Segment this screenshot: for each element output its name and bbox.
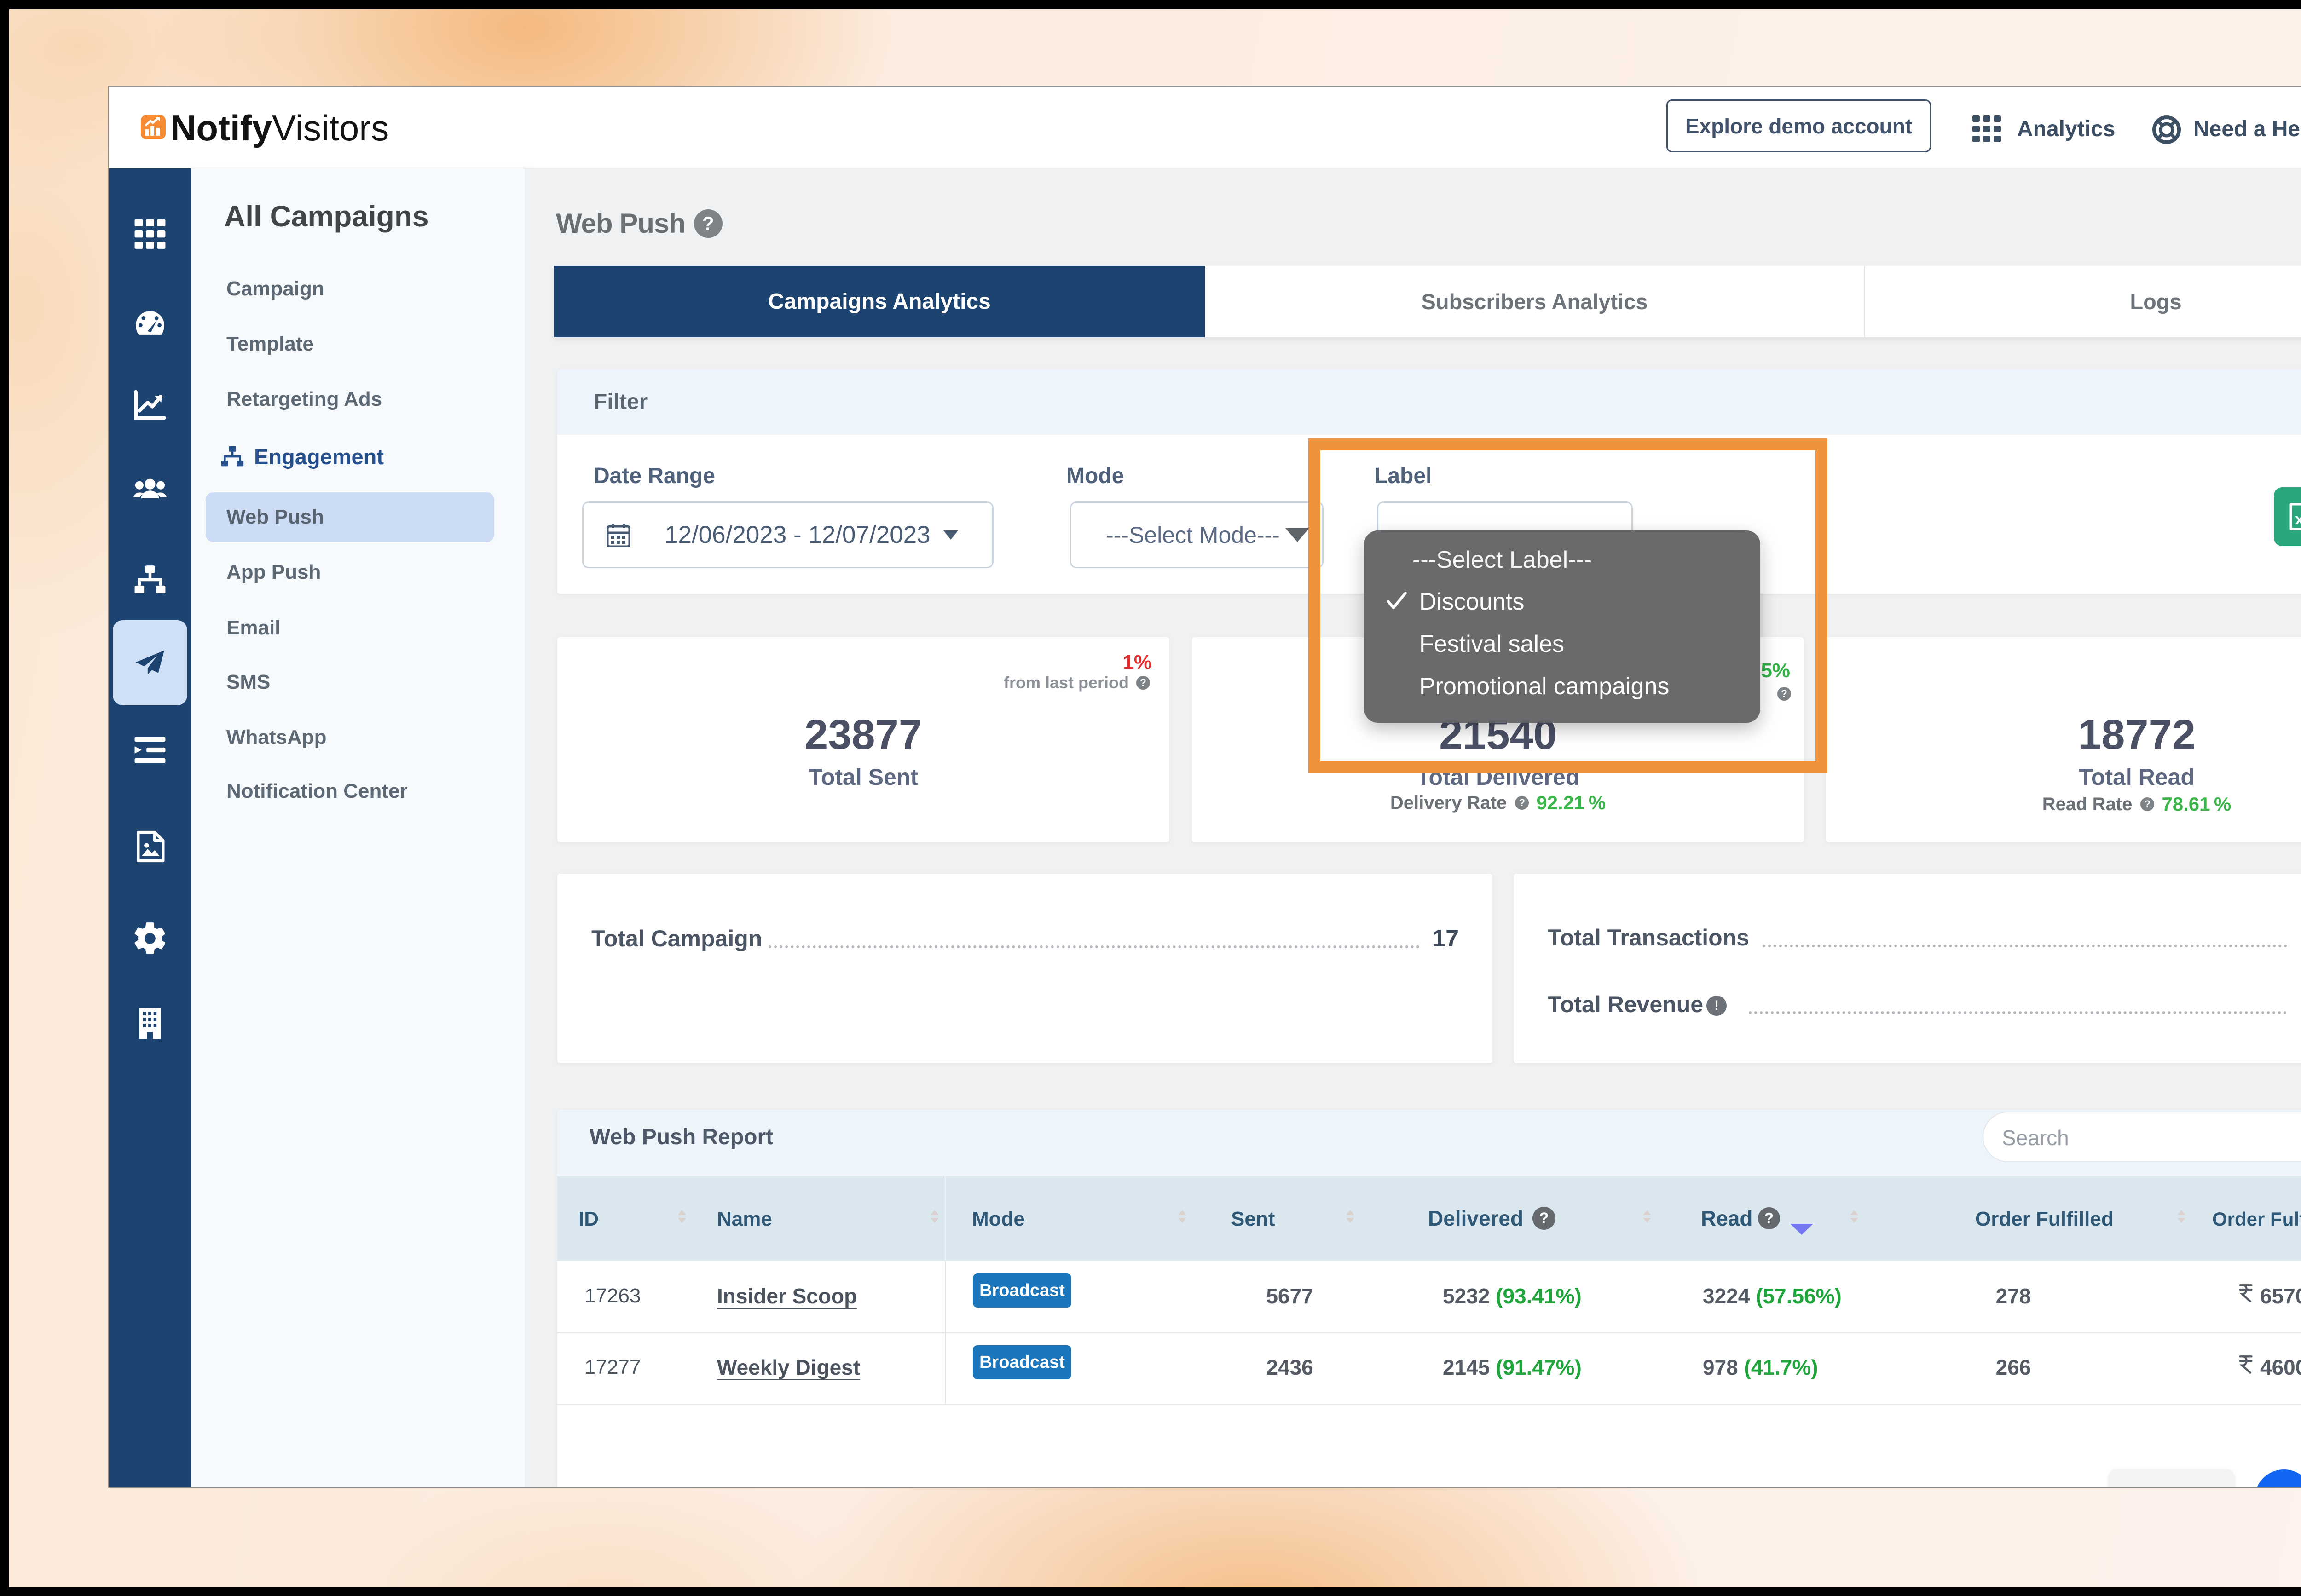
svg-text:x: x (2295, 511, 2301, 528)
